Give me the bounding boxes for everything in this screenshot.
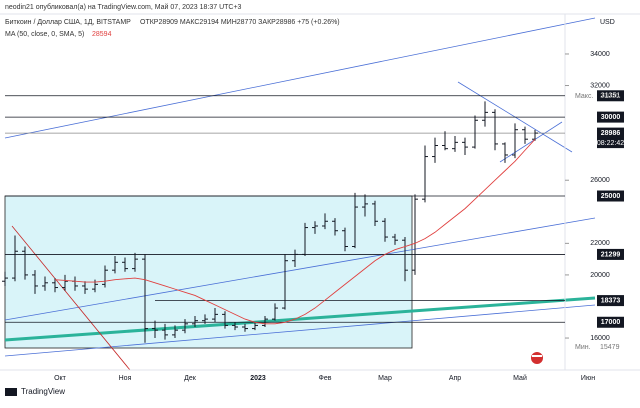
trend-line [4,17,596,139]
max-label: Макс. [575,93,593,100]
x-tick-label: Мар [378,375,392,382]
trend-line [4,304,596,357]
x-tick-label: Ноя [119,375,132,382]
currency: USD [600,19,615,26]
level-badge [597,248,624,260]
max-value: 31035 [600,93,620,100]
support-line [4,296,596,342]
chart-title: Биткоин / Доллар США, 1Д, BITSTAMP [5,19,131,26]
flag [531,352,543,364]
y-tick-label: 20000 [590,272,610,279]
range-box [4,195,413,349]
logo: TradingView [5,387,65,396]
min-value: 15479 [600,344,620,351]
y-tick-label: 16000 [590,335,610,342]
level-badge [597,190,624,202]
flag-icon [531,352,543,364]
logo-text: TradingView [21,387,65,396]
y-tick-label: 32000 [590,82,610,89]
x-tick-label: Июн [581,375,595,382]
level-badge [597,127,624,139]
level-label: 31351 [601,93,621,100]
trend-line [11,225,131,371]
level-label: 18373 [601,297,621,304]
ma-last: 28594 [92,31,112,38]
level-label: 17000 [601,319,621,326]
ma-text: MA (50, close, 0, SMA, 5) [5,31,84,38]
x-tick-label: Дек [184,375,197,382]
x-tick-label: Фев [319,375,332,382]
level-badge [597,295,624,307]
trend-line [499,121,563,163]
min-label: Мин. [575,344,591,351]
x-tick-label: Апр [449,375,461,382]
level-label: 28986 [601,130,621,137]
x-tick-label: Май [513,374,527,382]
level-label: 30000 [601,114,621,121]
ohlc-text: ОТКР28909 МАКС29194 МИН28770 ЗАКР28986 +… [140,19,340,26]
ma-line [54,138,536,325]
countdown: 08:22:42 [597,140,624,147]
level-badge [597,316,624,328]
y-tick-label: 34000 [590,51,610,58]
flag-stripe [532,355,542,357]
publisher: neodin21 опубликовал(а) на TradingView.c… [5,3,242,11]
trend-line [4,217,596,321]
y-tick-label: 26000 [590,177,610,184]
level-label: 21299 [601,251,621,258]
x-tick-label: Окт [54,375,67,382]
logo-icon [5,388,17,396]
countdown-badge [597,138,624,149]
level-badge [597,90,624,102]
symbol-line: Биткоин / Доллар США, 1Д, BITSTAMP ОТКР2… [5,19,340,38]
level-label: 25000 [601,193,621,200]
level-badge [597,111,624,123]
x-tick-label: 2023 [250,375,266,382]
y-tick-label: 22000 [590,240,610,247]
